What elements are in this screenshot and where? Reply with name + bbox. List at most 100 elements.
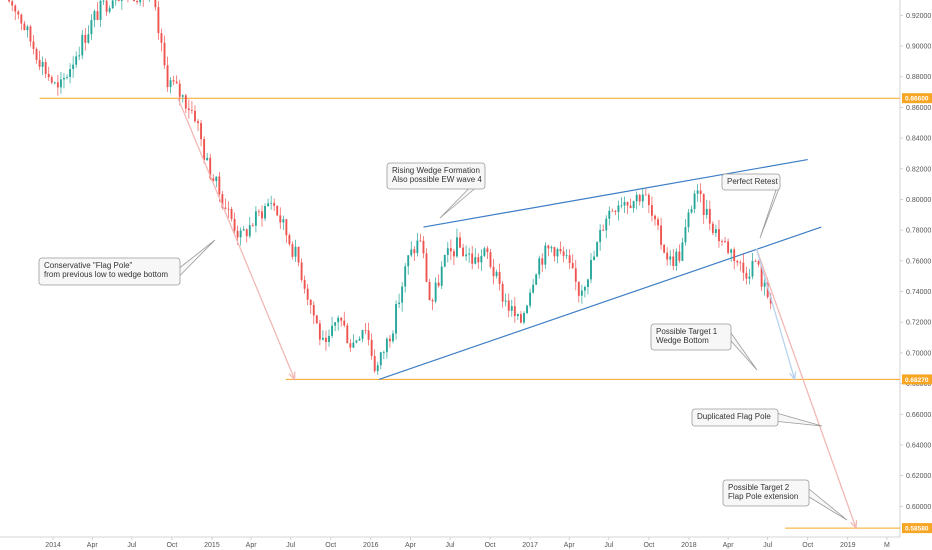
- candle-body: [590, 260, 592, 280]
- candles: [8, 0, 772, 375]
- candle-body: [733, 249, 736, 261]
- candle-body: [285, 219, 288, 236]
- candle-body: [489, 252, 492, 267]
- note-text: Wedge Bottom: [656, 336, 709, 345]
- candle-body: [422, 240, 425, 254]
- candle-body: [47, 73, 50, 78]
- candle-body: [318, 323, 321, 340]
- candle-body: [172, 80, 175, 82]
- x-tick-label: Apr: [723, 542, 735, 549]
- candle-body: [434, 282, 437, 302]
- candle-body: [209, 157, 212, 179]
- candle-body: [78, 55, 81, 57]
- candle-body: [571, 263, 574, 269]
- candle-body: [739, 262, 742, 264]
- candle-body: [35, 48, 38, 60]
- candle-body: [559, 248, 562, 252]
- candle-body: [675, 251, 678, 267]
- candle-body: [194, 110, 196, 122]
- candle-body: [17, 11, 20, 15]
- candle-body: [364, 330, 367, 331]
- candle-body: [20, 14, 23, 24]
- y-tick-label: 0.82000: [906, 166, 931, 173]
- x-tick-label: Oct: [802, 542, 813, 549]
- candle-body: [456, 237, 458, 257]
- candle-body: [544, 245, 547, 265]
- candle-body: [218, 176, 221, 195]
- candle-body: [379, 352, 382, 366]
- candle-body: [315, 315, 318, 324]
- candle-body: [599, 229, 602, 243]
- note-pointer: [730, 332, 758, 371]
- candle-body: [608, 210, 611, 219]
- candle-body: [248, 225, 251, 237]
- candle-body: [258, 211, 260, 213]
- candle-body: [757, 261, 760, 265]
- candle-body: [288, 235, 291, 245]
- note-pointer: [808, 488, 848, 521]
- x-tick-label: 2018: [681, 542, 697, 549]
- candle-body: [23, 23, 26, 31]
- candle-body: [526, 305, 528, 314]
- candle-body: [440, 266, 443, 286]
- candle-body: [273, 202, 276, 206]
- candle-body: [133, 0, 135, 2]
- candle-body: [611, 210, 614, 212]
- candle-body: [632, 201, 635, 209]
- candle-body: [510, 306, 513, 311]
- candle-body: [154, 0, 157, 8]
- note-text: Conservative "Flag Pole": [44, 261, 133, 270]
- candle-body: [169, 80, 172, 88]
- y-tick-label: 0.86000: [906, 105, 931, 112]
- note-text: Perfect Retest: [727, 177, 778, 186]
- price-tags: 0.86600 0.68270 0.58580: [902, 93, 932, 534]
- y-tick-label: 0.64000: [906, 442, 931, 449]
- candle-body: [187, 108, 190, 111]
- candle-body: [657, 219, 659, 226]
- arrow-target-1-head: [789, 371, 797, 382]
- candle-body: [227, 208, 230, 210]
- candle-body: [385, 338, 388, 353]
- y-tick-label: 0.68000: [906, 381, 931, 388]
- x-tick-label: Oct: [325, 542, 336, 549]
- candle-body: [452, 251, 455, 257]
- candle-body: [638, 194, 641, 202]
- x-tick-label: 2017: [522, 542, 538, 549]
- y-tick-label: 0.66000: [906, 412, 931, 419]
- candle-body: [239, 230, 242, 238]
- candle-body: [63, 77, 65, 80]
- arrow-duplicated-flag-pole-head: [850, 520, 858, 530]
- arrow-flag-pole-head: [288, 371, 296, 381]
- candle-body: [294, 246, 297, 257]
- candle-body: [267, 203, 270, 207]
- candle-body: [102, 0, 105, 2]
- candle-body: [721, 241, 723, 242]
- candle-body: [431, 300, 434, 302]
- candle-body: [203, 139, 206, 161]
- candle-body: [620, 205, 623, 207]
- candle-body: [111, 0, 114, 9]
- candle-body: [660, 225, 663, 245]
- arrows: [177, 97, 858, 530]
- candle-body: [206, 157, 209, 161]
- candle-body: [574, 268, 577, 282]
- candle-body: [398, 302, 401, 305]
- candle-body: [577, 281, 580, 296]
- candle-body: [334, 322, 337, 326]
- candle-body: [349, 343, 352, 348]
- candle-body: [532, 284, 535, 293]
- candle-body: [200, 123, 203, 140]
- note-text: Rising Wedge Formation: [392, 166, 480, 175]
- candle-body: [300, 262, 303, 280]
- candle-body: [538, 258, 541, 275]
- candle-body: [370, 339, 373, 356]
- candle-body: [687, 212, 690, 228]
- candle-body: [480, 255, 483, 263]
- candle-body: [53, 82, 56, 84]
- candle-body: [376, 365, 379, 372]
- candle-body: [75, 56, 78, 65]
- candle-body: [714, 229, 717, 234]
- note-box: [721, 173, 781, 191]
